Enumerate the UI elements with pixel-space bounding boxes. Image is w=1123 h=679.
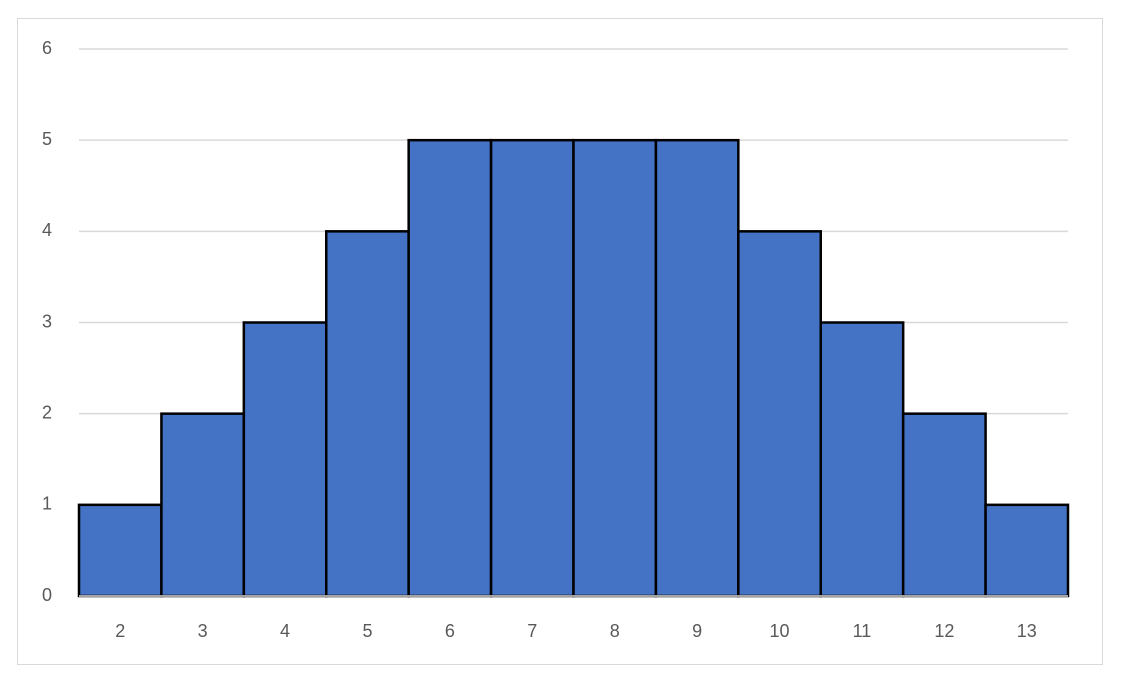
x-tick-label: 9 <box>692 621 702 641</box>
y-tick-label: 0 <box>42 585 52 605</box>
y-tick-label: 5 <box>42 129 52 149</box>
bar <box>654 138 740 598</box>
x-tick-label: 5 <box>362 621 372 641</box>
bar <box>984 503 1070 598</box>
bar <box>77 503 163 598</box>
x-tick-label: 11 <box>853 621 872 641</box>
bar <box>819 321 905 598</box>
x-tick-label: 12 <box>934 621 954 641</box>
x-tick-label: 2 <box>115 621 125 641</box>
y-tick-label: 2 <box>42 402 52 422</box>
x-tick-label: 6 <box>445 621 455 641</box>
y-tick-label: 3 <box>42 311 52 331</box>
bar <box>160 412 246 598</box>
y-tick-label: 4 <box>42 220 52 240</box>
y-tick-label: 1 <box>42 494 52 514</box>
bar <box>737 230 822 598</box>
bar <box>572 138 658 598</box>
bar <box>489 138 575 598</box>
bar <box>242 321 328 598</box>
x-tick-label: 4 <box>280 621 290 641</box>
x-tick-label: 13 <box>1017 621 1037 641</box>
x-tick-label: 10 <box>770 621 790 641</box>
bar <box>901 412 987 598</box>
x-tick-label: 7 <box>527 621 537 641</box>
bar <box>325 230 410 598</box>
y-tick-label: 6 <box>42 38 52 58</box>
x-tick-label: 8 <box>610 621 620 641</box>
x-tick-label: 3 <box>198 621 208 641</box>
bar <box>407 138 493 598</box>
